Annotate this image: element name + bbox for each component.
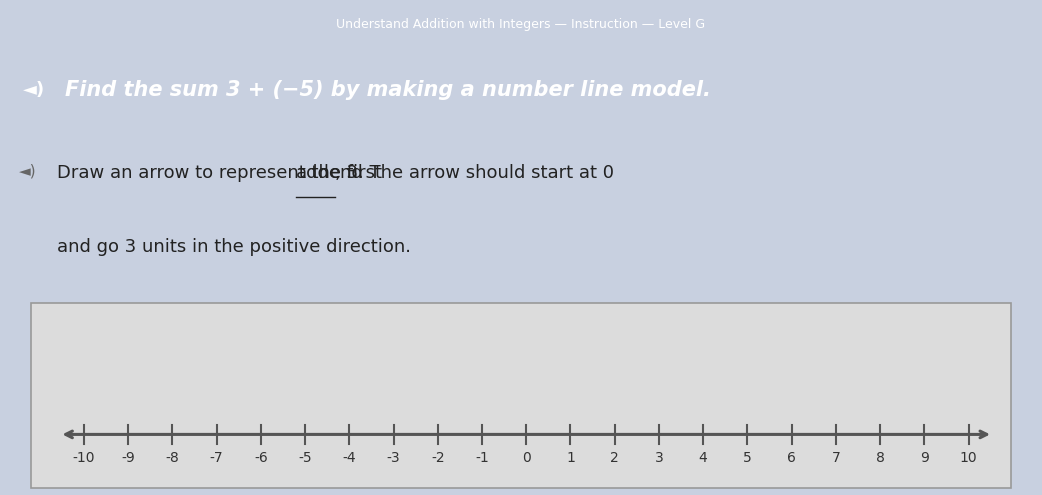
Text: Understand Addition with Integers — Instruction — Level G: Understand Addition with Integers — Inst… [337,18,705,31]
Text: 9: 9 [920,451,928,465]
Text: , 3. The arrow should start at 0: , 3. The arrow should start at 0 [336,163,614,182]
Text: -9: -9 [121,451,135,465]
Text: 8: 8 [875,451,885,465]
Text: -1: -1 [475,451,489,465]
Text: ◄): ◄) [19,163,36,179]
Text: 0: 0 [522,451,530,465]
Text: -2: -2 [431,451,445,465]
Text: -8: -8 [166,451,179,465]
Text: 4: 4 [699,451,708,465]
Text: 3: 3 [654,451,664,465]
Text: -10: -10 [73,451,95,465]
Text: 5: 5 [743,451,751,465]
Text: -3: -3 [387,451,400,465]
Text: 10: 10 [960,451,977,465]
Text: 6: 6 [787,451,796,465]
FancyBboxPatch shape [31,302,1011,488]
Text: 7: 7 [832,451,840,465]
Text: Find the sum 3 + (−5) by making a number line model.: Find the sum 3 + (−5) by making a number… [65,80,711,99]
Text: 2: 2 [611,451,619,465]
Text: 1: 1 [566,451,575,465]
Text: -4: -4 [343,451,356,465]
Text: ◄): ◄) [23,81,45,99]
Text: addend: addend [296,163,364,182]
Text: and go 3 units in the positive direction.: and go 3 units in the positive direction… [57,239,412,256]
Text: -6: -6 [254,451,268,465]
Text: -5: -5 [298,451,312,465]
Text: Draw an arrow to represent the first: Draw an arrow to represent the first [57,163,388,182]
Text: -7: -7 [209,451,223,465]
